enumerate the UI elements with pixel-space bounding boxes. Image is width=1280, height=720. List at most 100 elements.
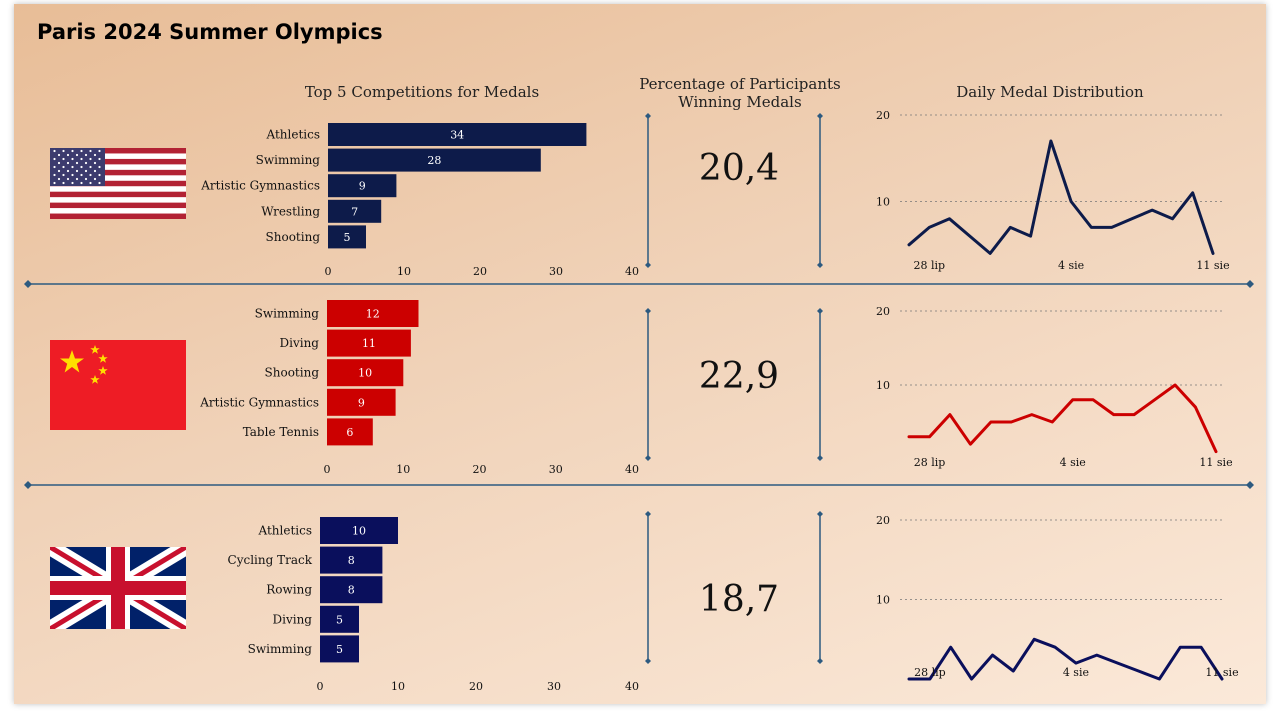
- daily-header: Daily Medal Distribution: [956, 83, 1144, 101]
- bar-category-label: Athletics: [266, 128, 320, 142]
- bar: [328, 148, 541, 172]
- separator-cap: [645, 511, 651, 517]
- flag-star: [98, 181, 101, 185]
- x-tick-label: 30: [547, 680, 561, 693]
- china-flag: [50, 340, 186, 430]
- flag-star: [93, 177, 97, 181]
- x-tick-label: 30: [549, 463, 563, 476]
- bar: [327, 388, 396, 416]
- flag-star: [75, 169, 79, 173]
- flag-star: [93, 169, 97, 173]
- x-tick-label: 0: [325, 265, 332, 278]
- bar-category-label: Table Tennis: [243, 425, 319, 439]
- flag-star: [71, 149, 74, 153]
- flag-stripe: [50, 164, 186, 171]
- x-tick-label: 10: [397, 265, 411, 278]
- divider-cap: [1246, 481, 1254, 489]
- flag-star: [62, 157, 65, 161]
- pct-header-line1: Percentage of Participants: [639, 75, 841, 93]
- flag-star: [98, 157, 101, 161]
- flag-stripe: [50, 213, 186, 219]
- bar-value-label: 8: [348, 554, 355, 567]
- flag-star: [57, 161, 61, 165]
- separator-cap: [817, 113, 823, 119]
- separator-cap: [817, 511, 823, 517]
- x-tick-label: 28 lip: [914, 456, 946, 469]
- flag-star: [80, 181, 83, 185]
- bar: [320, 605, 359, 633]
- flag-star: [84, 153, 88, 157]
- bar-value-label: 11: [362, 337, 376, 350]
- flag-star: [66, 169, 70, 173]
- x-tick-label: 0: [317, 680, 324, 693]
- bar-value-label: 6: [346, 426, 353, 439]
- flag-stripe: [50, 208, 186, 214]
- flag-star: [89, 165, 92, 169]
- x-tick-label: 4 sie: [1058, 259, 1084, 272]
- x-tick-label: 40: [625, 265, 639, 278]
- bar: [328, 225, 366, 249]
- flag-star: [53, 173, 56, 177]
- bar-category-label: Shooting: [265, 366, 320, 380]
- dashboard-panel: [14, 4, 1266, 704]
- bar-category-label: Diving: [280, 336, 320, 350]
- pct-usa: 20,4: [698, 148, 780, 189]
- flag-star: [71, 157, 74, 161]
- divider-cap: [24, 280, 32, 288]
- bar-category-label: Swimming: [255, 307, 320, 321]
- x-tick-label: 30: [549, 265, 563, 278]
- flag-star: [89, 149, 92, 153]
- separator-cap: [645, 262, 651, 268]
- flag-stripe: [50, 180, 186, 187]
- flag-star: [66, 161, 70, 165]
- x-tick-label: 11 sie: [1205, 666, 1238, 679]
- flag-star: [80, 149, 83, 153]
- bar-category-label: Wrestling: [261, 204, 320, 218]
- bar-category-label: Artistic Gymnastics: [199, 395, 319, 409]
- flag-star: [84, 177, 88, 181]
- y-tick-label: 10: [876, 196, 890, 209]
- bar-value-label: 9: [358, 396, 365, 409]
- bar-category-label: Diving: [273, 612, 313, 626]
- flag-star: [75, 161, 79, 165]
- y-tick-label: 20: [876, 109, 890, 122]
- separator-cap: [817, 262, 823, 268]
- separator-cap: [817, 308, 823, 314]
- flag-stripe: [50, 169, 186, 176]
- bar-value-label: 9: [359, 180, 366, 193]
- flag-star: [57, 177, 61, 181]
- x-tick-label: 40: [625, 463, 639, 476]
- bar: [320, 517, 398, 544]
- y-tick-label: 10: [876, 594, 890, 607]
- bar: [320, 576, 383, 604]
- flag-star: [71, 165, 74, 169]
- bar: [327, 359, 404, 387]
- x-tick-label: 20: [473, 265, 487, 278]
- flag-star: [98, 173, 101, 177]
- flag-star: [80, 157, 83, 161]
- flag-star: [71, 181, 74, 185]
- flag-stripe: [50, 186, 186, 192]
- y-tick-label: 20: [876, 305, 890, 318]
- separator-cap: [645, 455, 651, 461]
- bar-category-label: Rowing: [266, 583, 312, 597]
- flag-star: [75, 153, 79, 157]
- flag-star: [71, 173, 74, 177]
- y-tick-label: 20: [876, 514, 890, 527]
- flag-star: [98, 165, 101, 169]
- bar-value-label: 10: [358, 367, 372, 380]
- bar: [327, 418, 373, 446]
- x-tick-label: 10: [396, 463, 410, 476]
- flag-star: [89, 181, 92, 185]
- separator-cap: [645, 658, 651, 664]
- x-tick-label: 4 sie: [1063, 666, 1089, 679]
- flag-star: [84, 161, 88, 165]
- separator-cap: [817, 455, 823, 461]
- flag-star: [66, 153, 70, 157]
- x-tick-label: 40: [625, 680, 639, 693]
- bar: [320, 635, 359, 663]
- y-tick-label: 10: [876, 379, 890, 392]
- bar-value-label: 34: [450, 129, 464, 142]
- flag-star: [98, 149, 101, 153]
- flag-star: [66, 177, 70, 181]
